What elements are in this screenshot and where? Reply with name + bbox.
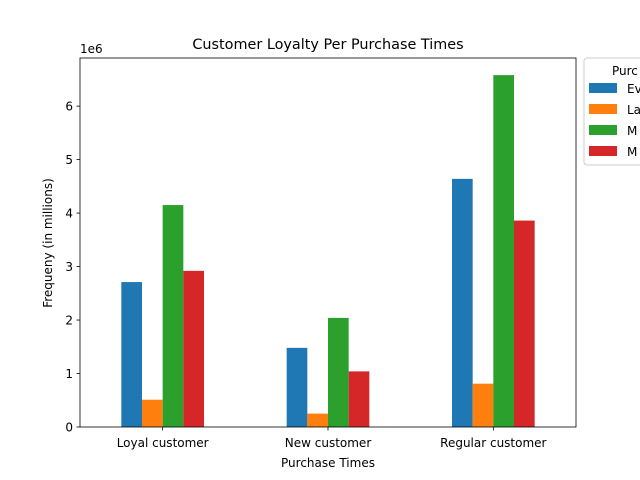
y-tick-label: 1 bbox=[65, 367, 73, 381]
y-tick-label: 6 bbox=[65, 100, 73, 114]
y-axis-label: Frequeny (in millions) bbox=[41, 178, 55, 308]
y-tick-label: 5 bbox=[65, 153, 73, 167]
bar-3-loyal-customer bbox=[162, 205, 184, 427]
axes-group: 0 1 2 3 4 5 6 Loyal customer New customer Regular… bbox=[65, 57, 577, 450]
legend-swatch bbox=[589, 104, 617, 114]
bars-group bbox=[121, 75, 535, 428]
y-tick-label: 3 bbox=[65, 260, 73, 274]
legend-label: Ev bbox=[627, 82, 640, 96]
bar-3-new-customer bbox=[328, 317, 349, 427]
bar-4-loyal-customer bbox=[183, 270, 204, 427]
y-tick-label: 0 bbox=[65, 421, 73, 435]
bar-2-loyal-customer bbox=[142, 399, 163, 427]
y-tick-label: 4 bbox=[65, 207, 73, 221]
legend-label: M bbox=[627, 145, 637, 159]
x-tick-label: Loyal customer bbox=[117, 436, 209, 450]
x-tick-label: Regular customer bbox=[440, 436, 546, 450]
bar-1-regular-customer bbox=[452, 178, 473, 427]
bar-2-regular-customer bbox=[472, 383, 494, 427]
x-tick-label: New customer bbox=[285, 436, 372, 450]
y-axis-offset-label: 1e6 bbox=[80, 42, 103, 56]
bar-4-new-customer bbox=[348, 371, 370, 427]
legend-label: M bbox=[627, 124, 637, 138]
legend-title: Purc bbox=[612, 64, 638, 78]
bar-4-regular-customer bbox=[514, 220, 535, 427]
bar-1-new-customer bbox=[286, 347, 308, 427]
chart-title: Customer Loyalty Per Purchase Times bbox=[192, 37, 463, 53]
legend-label: La bbox=[627, 103, 640, 117]
legend-swatch bbox=[589, 125, 617, 135]
x-axis-label: Purchase Times bbox=[281, 456, 375, 470]
legend: Purc Ev La MM bbox=[583, 57, 640, 166]
bar-1-loyal-customer bbox=[121, 282, 142, 427]
y-tick-label: 2 bbox=[65, 314, 73, 328]
legend-swatch bbox=[589, 83, 617, 93]
bar-3-regular-customer bbox=[493, 75, 514, 428]
legend-swatch bbox=[589, 146, 617, 156]
bar-2-new-customer bbox=[307, 413, 328, 427]
